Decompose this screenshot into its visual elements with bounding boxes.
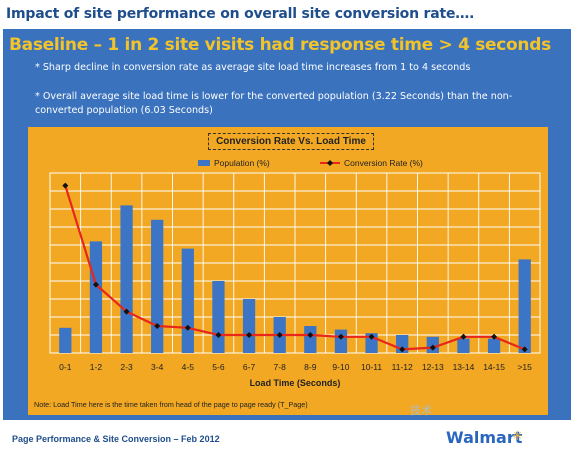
slide-title: Impact of site performance on overall si… [6, 6, 475, 22]
bar [457, 338, 470, 353]
x-tick-label: 12-13 [422, 362, 444, 372]
legend-marker-conversion [327, 160, 333, 166]
x-tick-label: 14-15 [483, 362, 505, 372]
bar [242, 299, 256, 353]
legend-label-population: Population (%) [214, 158, 270, 168]
line-marker [460, 333, 467, 340]
bar [212, 281, 225, 353]
legend-swatch-population [198, 160, 210, 166]
line-marker [307, 332, 314, 338]
chart-svg: 0-1 1-2 2-3 3-4 4-5 5-6 6-7 7-8 8-9 9-10 10-11 11-1… [34, 158, 541, 409]
line-marker [154, 323, 161, 329]
line-marker [429, 344, 436, 351]
legend-label-conversion: Conversion Rate (%) [344, 158, 423, 168]
line-marker [184, 324, 191, 331]
x-tick-label: 4-5 [182, 362, 195, 372]
x-tick-label: 0-1 [59, 362, 72, 372]
line-marker [399, 346, 406, 353]
x-tick-label: 13-14 [453, 362, 475, 372]
x-tick-label: 5-6 [212, 362, 225, 372]
chart-note: Note: Load Time here is the time taken f… [34, 400, 308, 409]
x-tick-label: 2-3 [120, 362, 133, 372]
chart-title: Conversion Rate Vs. Load Time [208, 133, 374, 150]
line-marker [246, 332, 253, 338]
bar [487, 338, 501, 353]
line-marker [337, 333, 344, 340]
bar [89, 241, 103, 353]
bar [181, 248, 194, 353]
bar [151, 219, 164, 353]
walmart-spark-icon: ✳ [512, 428, 523, 443]
x-tick-label: 9-10 [332, 362, 349, 372]
line-marker [521, 346, 528, 353]
x-tick-label: 1-2 [90, 362, 103, 372]
bar [518, 259, 531, 353]
chart-area: 0-1 1-2 2-3 3-4 4-5 5-6 6-7 7-8 8-9 9-10 10-11 11-1… [28, 127, 548, 415]
bar [334, 329, 348, 353]
bar [120, 205, 133, 353]
x-tick-label: 7-8 [274, 362, 287, 372]
x-tick-label: 10-11 [361, 362, 382, 372]
bar [59, 327, 72, 353]
line-marker [491, 333, 498, 340]
line-marker [215, 332, 222, 338]
x-tick-label: 11-12 [392, 362, 413, 372]
walmart-logo: Walmart [446, 428, 523, 447]
bullet-1: * Sharp decline in conversion rate as av… [35, 62, 471, 73]
bullet-2: * Overall average site load time is lowe… [35, 91, 513, 116]
x-tick-label: 8-9 [304, 362, 317, 372]
conversion-line [64, 185, 526, 351]
line-marker [62, 182, 69, 189]
watermark: 技术 [410, 405, 432, 417]
x-axis-label: Load Time (Seconds) [250, 378, 341, 388]
line-marker [92, 281, 99, 288]
line-marker [368, 333, 375, 340]
x-tick-label: 3-4 [151, 362, 164, 372]
footer-text: Page Performance & Site Conversion – Feb… [12, 434, 220, 444]
headline: Baseline – 1 in 2 site visits had respon… [9, 35, 551, 55]
x-tick-label: >15 [517, 362, 532, 372]
line-marker [276, 332, 283, 338]
x-tick-label: 6-7 [243, 362, 256, 372]
line-marker [123, 308, 130, 315]
bar [304, 326, 317, 353]
